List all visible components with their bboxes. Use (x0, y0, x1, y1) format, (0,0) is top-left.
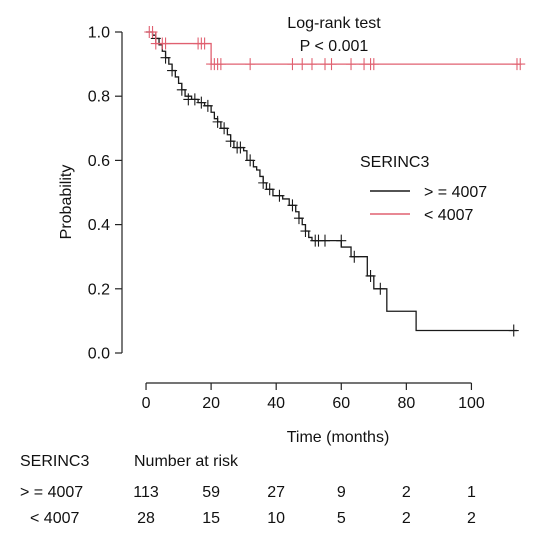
legend-label-low: < 4007 (424, 207, 473, 224)
censor-mark (274, 189, 285, 202)
legend: SERINC3 > = 4007 < 4007 (360, 154, 487, 224)
censor-mark (287, 58, 298, 71)
y-tick-label: 0.0 (88, 346, 110, 363)
x-tick-label: 100 (458, 395, 485, 412)
y-axis-title: Probability (58, 165, 75, 240)
risk-value: 27 (267, 484, 285, 501)
risk-value: 2 (467, 510, 476, 527)
censor-mark (199, 37, 210, 50)
censor-mark (320, 234, 330, 247)
risk-value: 10 (267, 510, 285, 527)
risk-value: 1 (467, 484, 476, 501)
censor-mark (336, 234, 347, 247)
x-tick-label: 80 (397, 395, 415, 412)
risk-value: 5 (337, 510, 346, 527)
x-tick-label: 0 (142, 395, 151, 412)
censor-mark (349, 250, 360, 263)
censor-mark (375, 282, 386, 295)
censor-mark (300, 225, 311, 238)
censor-mark (215, 58, 226, 71)
censor-mark (306, 58, 317, 71)
censor-mark (147, 26, 158, 38)
x-axis: 0 20 40 60 80 100 (142, 382, 485, 412)
series-1 (144, 26, 526, 71)
x-tick-label: 40 (267, 395, 285, 412)
censor-mark (167, 64, 178, 77)
censor-mark (293, 212, 304, 225)
censor-mark (368, 58, 379, 71)
risk-value: 28 (137, 510, 155, 527)
censor-mark (245, 58, 256, 71)
y-tick-label: 0.2 (88, 281, 110, 298)
censor-mark (196, 96, 207, 109)
censor-mark (346, 58, 357, 71)
x-tick-label: 60 (332, 395, 350, 412)
risk-group-title: SERINC3 (20, 453, 89, 470)
risk-row-label-low: < 4007 (30, 510, 79, 527)
legend-title: SERINC3 (360, 154, 429, 171)
censor-mark (258, 176, 269, 189)
censor-mark (287, 199, 298, 212)
y-tick-label: 0.6 (88, 153, 110, 170)
censor-mark (235, 141, 246, 154)
censor-mark (365, 269, 376, 282)
legend-label-high: > = 4007 (424, 184, 487, 201)
x-tick-label: 20 (202, 395, 220, 412)
censor-mark (189, 93, 200, 106)
y-tick-label: 0.4 (88, 217, 110, 234)
x-axis-title: Time (months) (287, 429, 390, 446)
censor-mark (264, 183, 275, 196)
series-0 (146, 31, 519, 337)
censor-mark (212, 115, 223, 128)
censor-mark (160, 51, 171, 64)
censor-mark (326, 58, 337, 71)
series-layer (144, 26, 526, 337)
censor-mark (245, 154, 256, 167)
censor-mark (225, 135, 236, 148)
risk-value: 113 (133, 484, 159, 501)
censor-mark (202, 99, 213, 112)
y-tick-label: 1.0 (88, 25, 110, 42)
risk-value: 2 (402, 510, 411, 527)
censor-mark (515, 58, 526, 71)
censor-mark (219, 122, 230, 135)
y-tick-label: 0.8 (88, 89, 110, 106)
censor-mark (297, 58, 308, 71)
risk-value: 9 (337, 484, 346, 501)
logrank-title: Log-rank test (287, 15, 381, 32)
risk-row-label-high: > = 4007 (20, 484, 83, 501)
risk-value: 59 (202, 484, 220, 501)
risk-value: 15 (202, 510, 220, 527)
y-axis: 0.0 0.2 0.4 0.6 0.8 1.0 (88, 25, 123, 363)
survival-curve (146, 31, 517, 332)
censor-mark (160, 37, 171, 50)
risk-value: 2 (402, 484, 411, 501)
censor-mark (176, 83, 187, 96)
censor-mark (508, 324, 519, 337)
logrank-pvalue: P < 0.001 (300, 38, 369, 55)
risk-table: SERINC3 Number at risk > = 4007 < 4007 1… (20, 453, 476, 527)
risk-header: Number at risk (134, 453, 239, 470)
